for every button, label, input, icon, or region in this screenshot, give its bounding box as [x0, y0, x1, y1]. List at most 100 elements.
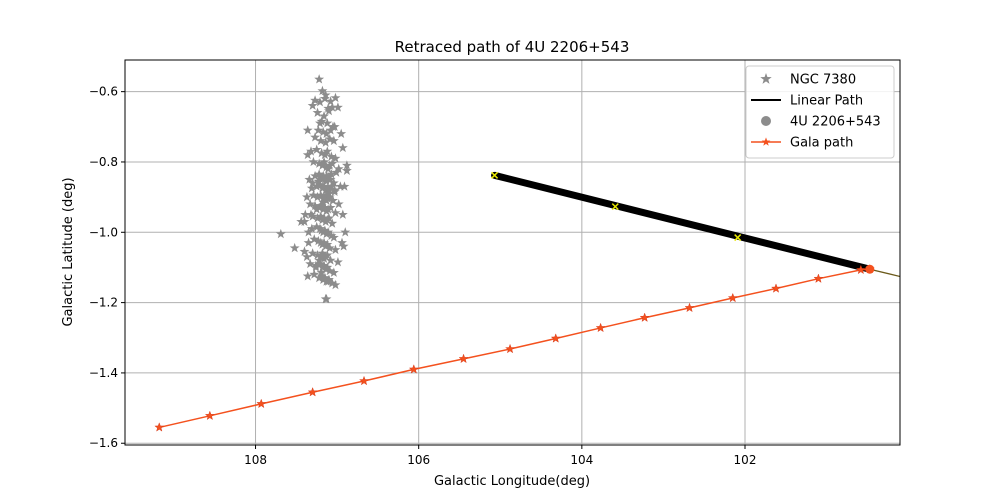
- cluster-star-point: [332, 102, 343, 112]
- cluster-star-point: [339, 181, 350, 191]
- cluster-star-point: [309, 269, 320, 279]
- cluster-star-point: [319, 111, 329, 121]
- cluster-star-point: [306, 146, 316, 156]
- cluster-star-point: [314, 74, 325, 84]
- cluster-star-point: [300, 209, 311, 219]
- cluster-star-point: [324, 105, 334, 116]
- cluster-star-point: [328, 195, 338, 205]
- x-tick-label: 108: [244, 453, 267, 467]
- cluster-star-point: [319, 237, 329, 248]
- cluster-star-point: [322, 262, 333, 272]
- cluster-star-point: [275, 228, 286, 239]
- cluster-star-point: [321, 293, 332, 304]
- legend-source-handle: [761, 116, 771, 126]
- plot-area: [154, 74, 900, 432]
- gala-path-point: [307, 387, 318, 397]
- cluster-star-point: [313, 176, 324, 186]
- legend-box: [745, 65, 895, 159]
- cluster-star-point: [315, 135, 326, 146]
- cluster-star-point: [318, 126, 329, 137]
- cluster-star-point: [307, 177, 318, 188]
- legend-cluster-handle: [760, 73, 772, 84]
- cluster-star-point: [310, 200, 321, 211]
- cluster-star-point: [321, 170, 332, 181]
- gala-path-point: [550, 333, 561, 343]
- cluster-star-point: [313, 125, 324, 135]
- cluster-star-point: [326, 169, 337, 179]
- gala-path-point: [154, 422, 165, 432]
- cluster-star-point: [322, 118, 333, 128]
- cluster-star-point: [322, 146, 333, 156]
- cluster-star-point: [289, 242, 300, 253]
- gala-path-point: [639, 312, 650, 322]
- cluster-star-point: [316, 116, 327, 126]
- cluster-star-point: [319, 225, 330, 235]
- cluster-star-point: [319, 156, 329, 167]
- x-tick-label: 106: [407, 453, 430, 467]
- cluster-star-point: [302, 149, 313, 160]
- cluster-star-point: [322, 249, 333, 260]
- cluster-star-point: [314, 255, 325, 265]
- cluster-star-point: [328, 232, 339, 242]
- cluster-star-point: [328, 267, 339, 277]
- cluster-star-point: [327, 278, 338, 288]
- cluster-star-point: [325, 174, 336, 184]
- y-tick-label: −1.2: [89, 296, 118, 310]
- cluster-star-point: [330, 244, 341, 255]
- linear-path-line: [494, 174, 871, 271]
- gala-path-point: [727, 292, 738, 303]
- y-axis-label: Galactic Latitude (deg): [61, 177, 76, 326]
- cluster-star-point: [326, 230, 337, 241]
- cluster-star-point: [326, 181, 337, 191]
- cluster-star-point: [319, 213, 329, 223]
- cluster-star-point: [332, 256, 343, 267]
- cluster-star-point: [320, 137, 331, 147]
- cluster-star-point: [302, 271, 313, 281]
- cluster-star-point: [330, 153, 341, 163]
- cluster-star-point: [315, 190, 326, 200]
- cluster-star-point: [319, 181, 329, 191]
- cluster-star-point: [324, 213, 334, 223]
- extension-line: [869, 268, 900, 278]
- cluster-star-point: [314, 272, 325, 283]
- legend-label: NGC 7380: [790, 73, 856, 88]
- x-axis-label: Galactic Longitude(deg): [434, 474, 590, 489]
- cluster-star-point: [303, 227, 314, 237]
- cluster-star-point: [326, 151, 337, 161]
- cluster-star-point: [324, 191, 335, 202]
- cluster-star-point: [307, 248, 318, 258]
- cluster-star-point: [315, 96, 325, 107]
- cluster-star-point: [305, 198, 316, 209]
- cluster-star-point: [311, 181, 322, 191]
- cluster-star-point: [323, 204, 334, 214]
- cluster-star-point: [327, 218, 338, 228]
- cluster-star-point: [337, 209, 348, 219]
- gala-path-point: [813, 273, 824, 283]
- cross-marker: [491, 171, 499, 179]
- cluster-star-point: [316, 271, 327, 281]
- cluster-star-point: [324, 160, 335, 170]
- cluster-star-point: [315, 258, 325, 269]
- cluster-star-point: [319, 272, 330, 283]
- cluster-star-point: [305, 258, 316, 269]
- chart-title: Retraced path of 4U 2206+543: [395, 38, 630, 56]
- gala-path-point: [359, 375, 369, 386]
- cluster-star-point: [311, 221, 322, 232]
- cluster-star-point: [315, 223, 325, 233]
- x-tick-label: 102: [734, 453, 757, 467]
- cluster-star-point: [306, 223, 317, 233]
- cluster-star-point: [312, 249, 323, 260]
- cluster-star-point: [308, 156, 319, 167]
- cluster-star-point: [320, 89, 331, 100]
- gala-path-point: [855, 264, 866, 275]
- cluster-star-point: [329, 121, 340, 132]
- cluster-star-point: [313, 235, 324, 246]
- cluster-star-point: [319, 93, 330, 103]
- cluster-star-point: [327, 102, 338, 112]
- cluster-star-point: [301, 251, 312, 262]
- gala-path-point: [595, 322, 606, 333]
- cluster-star-point: [315, 118, 325, 128]
- cluster-star-point: [335, 181, 346, 191]
- cluster-star-point: [316, 267, 327, 277]
- cluster-star-point: [336, 128, 347, 139]
